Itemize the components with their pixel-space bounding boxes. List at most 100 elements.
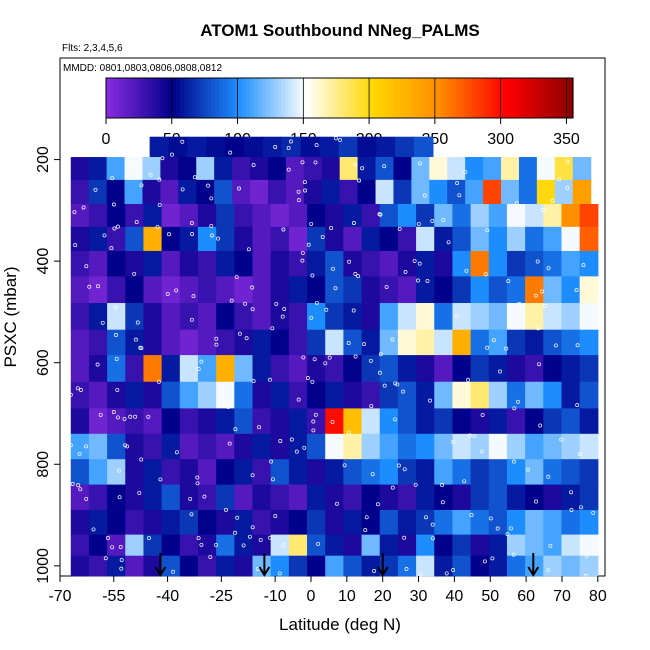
heatmap-cell [361,355,381,383]
heatmap-cell [434,355,454,383]
heatmap-cell [252,484,272,511]
heatmap-cell [357,157,377,181]
colorbar-segment [545,78,551,118]
takeoff-arrow-head [527,566,540,577]
heatmap-cell [262,136,283,158]
sample-dot [302,445,307,450]
heatmap-cell [216,408,235,435]
colorbar-segment [464,78,469,118]
heatmap-cell [288,329,308,356]
heatmap-cell [88,204,108,228]
sample-dot [114,356,119,361]
colorbar-tick-label: 300 [487,131,514,148]
x-tick-label: 30 [410,588,428,605]
heatmap-cell [270,250,290,277]
heatmap-cell [307,355,326,383]
sample-dot [364,515,369,520]
heatmap-cell [300,136,321,158]
sample-dot [418,161,423,166]
heatmap-cell [338,136,358,158]
heatmap-cell [234,303,254,331]
sample-dot [243,301,247,306]
heatmap-cell [361,329,381,356]
sample-dot [188,496,193,501]
sample-dot [258,537,263,542]
takeoff-markers [154,553,540,577]
sample-dot [428,398,432,403]
heatmap-cell [307,381,326,409]
sample-dot [347,430,352,435]
heatmap-cell [161,250,181,277]
heatmap-cell [252,509,272,536]
sample-dot [189,512,194,517]
heatmap-cell [70,157,90,181]
heatmap-cell [379,381,399,409]
heatmap-cell [252,459,272,485]
sample-dot [333,136,338,141]
heatmap-cell [88,433,108,460]
heatmap-cell [536,157,556,181]
heatmap-cell [307,276,326,304]
sample-dot [133,414,138,419]
heatmap-cell [525,459,544,485]
x-tick-label: 40 [446,588,464,605]
sample-dot [546,474,551,479]
heatmap-cell [307,204,326,228]
heatmap-cell [88,509,108,536]
heatmap-cell [416,534,435,557]
heatmap-cell [125,433,145,460]
heatmap-cell [325,355,344,383]
sample-dot [331,266,335,271]
sample-dot [134,337,138,342]
colorbar-segment [393,78,399,118]
takeoff-arrow-head [154,566,167,577]
sample-dot [125,444,130,449]
heatmap-cell [434,484,454,511]
y-axis-label: PSXC (mbar) [1,266,20,367]
heatmap-cell [125,534,145,557]
heatmap-cell [307,408,326,435]
heatmap-cell [525,381,544,409]
heatmap-cell [160,157,179,181]
heatmap-cell [525,408,544,435]
sample-dot [155,224,160,229]
heatmap-cell [252,329,272,356]
heatmap-cell [397,555,417,577]
heatmap-cell [149,136,170,158]
heatmap-cell [197,433,217,460]
heatmap-cell [143,459,163,485]
sample-dot [195,481,200,486]
heatmap-cell [179,555,199,577]
sample-dot [393,417,397,422]
heatmap-cell [525,303,544,331]
sample-dot [418,572,423,577]
sample-dot [457,193,462,198]
colorbar-segment [409,78,415,118]
heatmap-cell [561,276,581,304]
heatmap-cell [343,355,363,383]
sample-dot [270,477,275,482]
sample-dot [115,415,120,420]
colorbar-segment [413,78,418,118]
x-tick-label: 50 [481,588,499,605]
sample-dot [377,370,382,375]
colorbar-segment [106,78,111,118]
sample-dot [495,526,500,531]
colorbar-segment [495,78,500,118]
sample-dot [382,383,387,388]
heatmap-cell [270,276,290,304]
heatmap-cell [179,509,199,536]
heatmap-cell [161,484,181,511]
sample-dot [117,495,122,500]
heatmap-cell [506,250,526,277]
heatmap-cell [325,204,344,228]
heatmap-cell [554,179,574,205]
heatmap-cell [288,459,308,485]
heatmap-cell [447,179,466,205]
sample-dot [498,369,502,374]
heatmap-cell [252,555,272,577]
heatmap-cell [416,509,435,536]
sample-dot [536,326,541,331]
heatmap-cell [579,534,599,557]
heatmap-cell [143,204,163,228]
